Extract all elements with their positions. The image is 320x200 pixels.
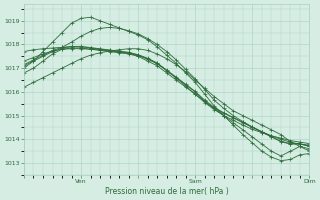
X-axis label: Pression niveau de la mer( hPa ): Pression niveau de la mer( hPa ) — [105, 187, 228, 196]
